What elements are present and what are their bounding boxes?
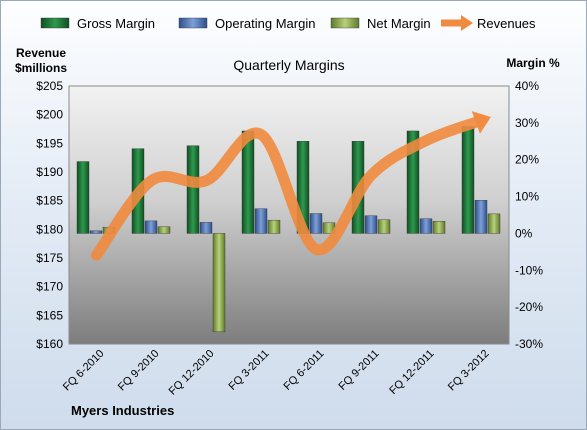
x-tick-label: FQ 6-2011 xyxy=(282,348,327,393)
legend-swatch-net-margin xyxy=(330,17,360,29)
right-tick-label: 40% xyxy=(515,79,539,93)
left-tick-label: $185 xyxy=(36,194,63,208)
legend: Gross Margin Operating Margin Net Margin Re… xyxy=(40,15,536,31)
bar-operating-margin-fq-6-2011 xyxy=(309,213,323,234)
right-tick-label: -30% xyxy=(515,337,543,351)
left-tick-label: $205 xyxy=(36,79,63,93)
bar-gross-margin-fq-12-2010 xyxy=(186,145,200,234)
left-tick-label: $200 xyxy=(36,108,63,122)
revenue-line xyxy=(91,114,487,261)
company-name: Myers Industries xyxy=(71,403,174,418)
right-tick-label: 10% xyxy=(515,190,539,204)
bar-net-margin-fq-9-2011 xyxy=(377,219,391,234)
right-tick-label: -10% xyxy=(515,263,543,277)
x-tick-label: FQ 3-2011 xyxy=(227,348,272,393)
bar-operating-margin-fq-12-2011 xyxy=(419,218,433,234)
x-tick-label: FQ 3-2012 xyxy=(446,348,492,394)
left-tick-label: $190 xyxy=(36,165,63,179)
left-tick-label: $195 xyxy=(36,136,63,150)
right-tick-label: 30% xyxy=(515,116,539,130)
x-tick-label: FQ 9-2010 xyxy=(116,348,162,394)
x-tick-label: FQ 6-2010 xyxy=(61,348,107,394)
bar-operating-margin-fq-9-2011 xyxy=(364,215,378,234)
x-tick-label: FQ 9-2011 xyxy=(337,348,382,393)
left-tick-label: $175 xyxy=(36,251,63,265)
left-axis: $160 $165 $170 $175 $180 $185 $190 $195 $200 $205 xyxy=(36,79,63,351)
bar-operating-margin-fq-3-2012 xyxy=(474,200,488,234)
bar-net-margin-fq-3-2012 xyxy=(487,213,501,234)
left-tick-label: $180 xyxy=(36,222,63,236)
legend-label-net-margin: Net Margin xyxy=(367,16,431,31)
left-axis-label-line1: Revenue xyxy=(16,46,66,60)
x-tick-label: FQ 12-2011 xyxy=(387,348,436,397)
left-axis-label-line2: $millions xyxy=(15,61,67,75)
legend-label-gross-margin: Gross Margin xyxy=(77,16,155,31)
bar-operating-margin-fq-6-2010 xyxy=(89,230,103,234)
revenue-arrowhead xyxy=(471,111,491,134)
bar-gross-margin-fq-6-2010 xyxy=(76,161,90,234)
legend-label-operating-margin: Operating Margin xyxy=(215,16,315,31)
left-tick-label: $165 xyxy=(36,308,63,322)
bar-gross-margin-fq-3-2012 xyxy=(461,126,475,234)
bar-net-margin-fq-9-2010 xyxy=(157,226,171,234)
legend-swatch-arrow xyxy=(461,15,473,31)
bar-net-margin-fq-3-2011 xyxy=(267,219,281,234)
bar-operating-margin-fq-3-2011 xyxy=(254,208,268,234)
right-axis: -30% -20% -10% 0% 10% 20% 30% 40% xyxy=(515,79,543,351)
right-tick-label: -20% xyxy=(515,300,543,314)
bar-net-margin-fq-12-2010 xyxy=(212,233,226,333)
right-tick-label: 0% xyxy=(515,226,533,240)
legend-swatch-operating-margin xyxy=(178,17,208,29)
right-tick-label: 20% xyxy=(515,153,539,167)
bar-operating-margin-fq-12-2010 xyxy=(199,222,213,234)
bar-operating-margin-fq-9-2010 xyxy=(144,220,158,234)
bar-net-margin-fq-12-2011 xyxy=(432,221,446,234)
x-axis: FQ 6-2010 FQ 9-2010 FQ 12-2010 FQ 3-2011 FQ … xyxy=(61,348,492,398)
left-tick-label: $160 xyxy=(36,337,63,351)
right-axis-label: Margin % xyxy=(506,56,560,70)
legend-label-revenues: Revenues xyxy=(477,16,536,31)
left-tick-label: $170 xyxy=(36,280,63,294)
revenue-line-layer xyxy=(91,111,491,261)
chart-title: Quarterly Margins xyxy=(233,57,344,73)
legend-swatch-gross-margin xyxy=(40,17,70,29)
bar-gross-margin-fq-12-2011 xyxy=(406,130,420,234)
x-tick-label: FQ 12-2010 xyxy=(167,348,217,398)
